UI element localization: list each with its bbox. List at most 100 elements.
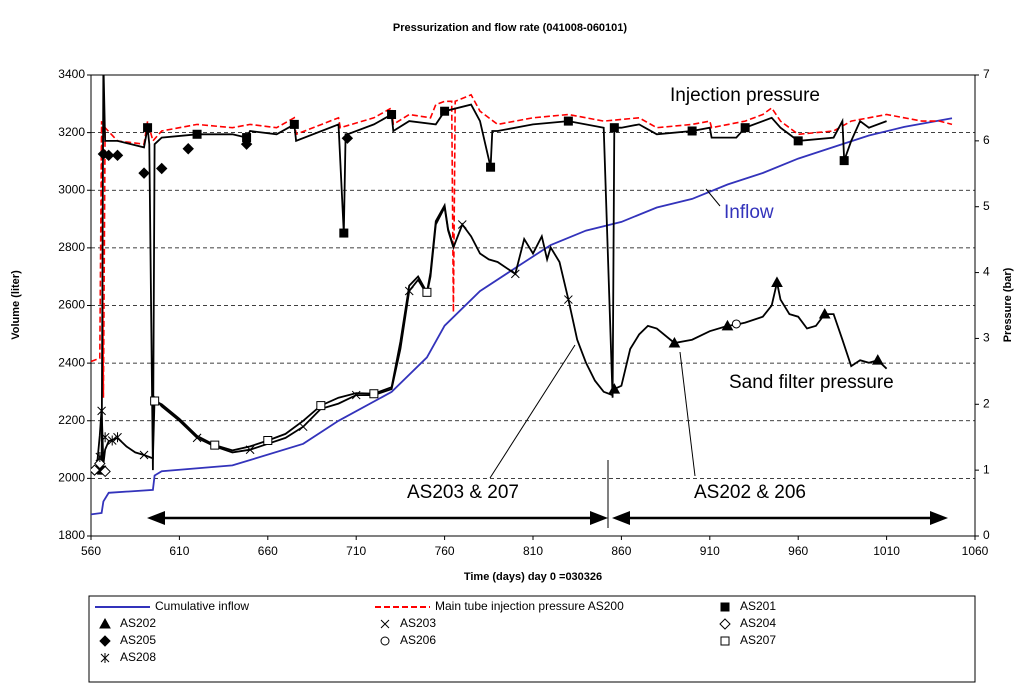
legend-label: AS207 (740, 633, 776, 647)
legend-label: AS203 (400, 616, 436, 630)
y2-tick-label: 5 (983, 199, 990, 213)
marker (564, 295, 573, 304)
marker (97, 405, 106, 416)
legend: Cumulative inflow Main tube injection pre… (95, 599, 776, 664)
marker (369, 389, 379, 399)
marker (871, 354, 884, 365)
legend-label: AS204 (740, 616, 776, 630)
y2-tick-label: 3 (983, 331, 990, 345)
x-tick-label: 910 (700, 544, 720, 558)
x-tick-label: 810 (523, 544, 543, 558)
x-tick-label: 660 (258, 544, 278, 558)
marker (563, 116, 573, 126)
pointer-line (489, 344, 576, 479)
marker (156, 162, 168, 175)
x-tick-label: 1060 (962, 544, 989, 558)
marker (721, 319, 734, 331)
marker (210, 440, 220, 450)
x-tick-label: 960 (788, 544, 808, 558)
y2-tick-label: 0 (983, 528, 990, 542)
series-line (613, 282, 888, 390)
marker (143, 123, 153, 133)
marker (510, 269, 520, 279)
marker (740, 123, 750, 133)
marker (240, 138, 253, 150)
marker (100, 432, 110, 443)
marker (720, 602, 730, 612)
marker (380, 636, 390, 646)
marker (91, 464, 101, 476)
pointer-line (679, 351, 696, 477)
marker (818, 308, 831, 319)
marker (298, 422, 308, 432)
series-line (91, 204, 613, 475)
y-tick-label: 2000 (58, 471, 85, 485)
x-tick-label: 710 (346, 544, 366, 558)
marker (113, 432, 122, 443)
pointer-line (705, 188, 721, 207)
y-tick-label: 2800 (58, 240, 85, 254)
series-line (91, 117, 953, 516)
x-tick-label: 1010 (873, 544, 900, 558)
pointers (489, 188, 721, 479)
legend-label: AS206 (400, 633, 436, 647)
legend-label: AS202 (120, 616, 156, 630)
marker (771, 276, 783, 287)
marker (99, 617, 111, 629)
marker (720, 636, 730, 646)
annotation: AS203 & 207 (407, 482, 519, 503)
marker (150, 396, 160, 406)
x-tick-label: 760 (435, 544, 455, 558)
marker (839, 156, 849, 166)
y2-tick-label: 6 (983, 133, 990, 147)
y-tick-label: 2200 (58, 413, 85, 427)
marker (316, 401, 326, 411)
marker (100, 653, 110, 663)
marker (139, 450, 149, 460)
marker (192, 129, 202, 139)
y-tick-label: 3000 (58, 182, 85, 196)
y2-tick-label: 4 (983, 265, 990, 279)
marker (341, 132, 354, 144)
marker (793, 136, 803, 146)
arrows (147, 460, 948, 528)
marker (289, 119, 299, 129)
y2-tick-label: 2 (983, 396, 990, 410)
marker (192, 433, 202, 443)
legend-label: AS208 (120, 650, 156, 664)
marker (182, 143, 194, 155)
data-layer (91, 75, 953, 516)
marker (107, 435, 117, 446)
marker (95, 451, 105, 462)
series-line (91, 93, 953, 398)
arrow-head (147, 511, 165, 525)
y-axis-label: Volume (liter) (10, 270, 22, 340)
chart-title: Pressurization and flow rate (041008-060… (393, 22, 627, 34)
arrow-head (612, 511, 630, 525)
y-tick-label: 1800 (58, 528, 85, 542)
legend-label: AS201 (740, 599, 776, 613)
y2-axis-label: Pressure (bar) (1002, 267, 1014, 342)
series-line (154, 202, 455, 452)
marker (339, 228, 349, 238)
marker (138, 167, 150, 179)
x-tick-label: 560 (81, 544, 101, 558)
y-tick-label: 3200 (58, 125, 85, 139)
marker (387, 110, 397, 120)
marker (102, 149, 115, 162)
y-tick-label: 2400 (58, 355, 85, 369)
marker (668, 337, 681, 348)
marker (486, 162, 496, 172)
x-tick-label: 860 (611, 544, 631, 558)
annotation: Inflow (724, 202, 774, 223)
marker (608, 383, 621, 394)
arrow-head (930, 511, 948, 525)
annotation: Injection pressure (670, 85, 820, 106)
marker (609, 123, 619, 133)
x-axis-label: Time (days) day 0 =030326 (464, 571, 602, 583)
legend-label: Main tube injection pressure AS200 (435, 599, 624, 613)
annotation: Sand filter pressure (729, 372, 894, 393)
marker (457, 220, 467, 229)
y-tick-label: 2600 (58, 298, 85, 312)
